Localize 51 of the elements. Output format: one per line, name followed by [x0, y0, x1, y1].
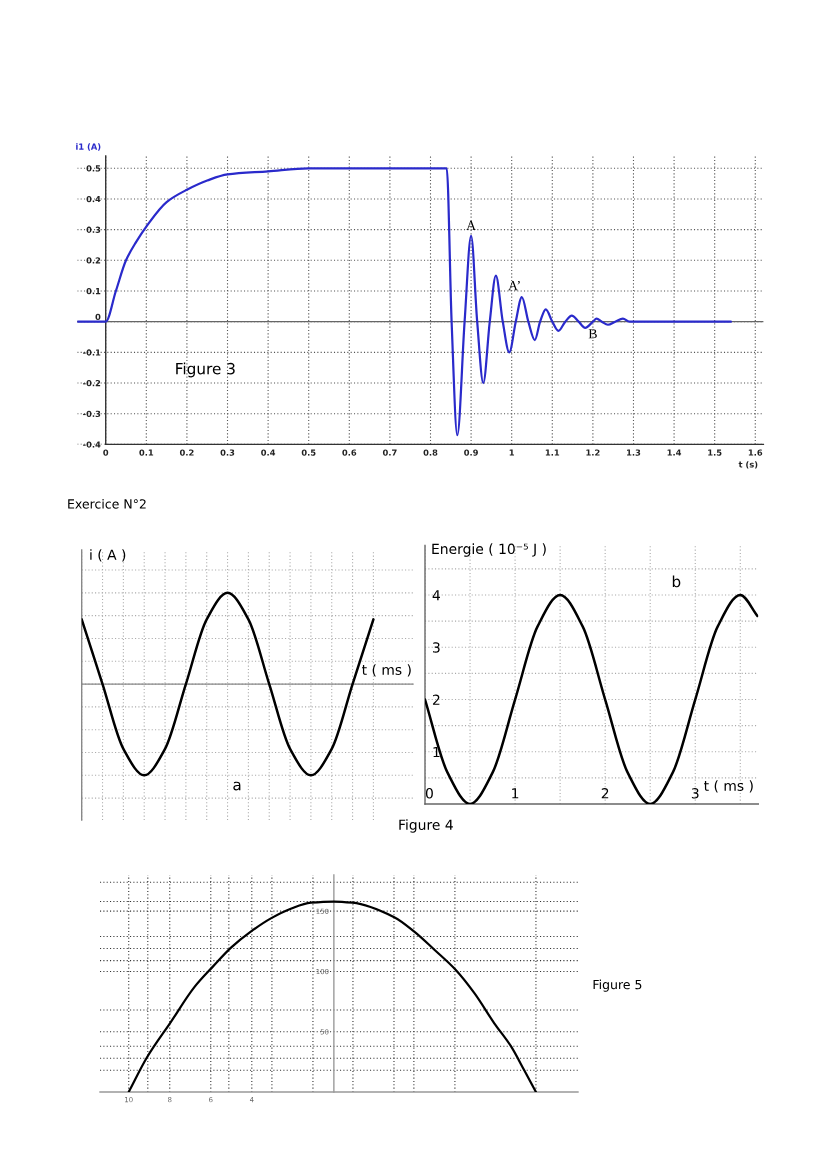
x-tick-label: 0.5: [301, 449, 316, 456]
caption: Figure 5: [593, 979, 642, 992]
x-tick-label: 1.3: [627, 449, 641, 456]
annotation: A: [466, 220, 477, 231]
y-tick-label: -0.1: [83, 349, 101, 356]
x-tick-label: 0.1: [139, 449, 154, 456]
y-tick-label: 0.4: [86, 195, 101, 203]
x-tick-label: 0.8: [423, 449, 438, 456]
annotation: b: [672, 575, 681, 588]
y-tick-label: 0.3: [86, 226, 101, 233]
annotation: Figure 3: [176, 362, 235, 378]
y-axis-title: i ( A ): [90, 549, 126, 562]
x-tick-label: 1.4: [667, 449, 682, 456]
x-tick-label: 0.4: [261, 449, 276, 456]
y-tick-label: 0.2: [86, 257, 101, 264]
y-tick-label: -0.4: [83, 441, 101, 448]
x-tick-label: 1.5: [708, 449, 722, 456]
x-tick-label: 0.3: [220, 449, 235, 456]
y-tick-label: 0: [95, 313, 101, 321]
caption: Figure 4: [399, 819, 453, 833]
x-tick-label: 1.1: [545, 449, 560, 456]
y-tick-label: -0.3: [83, 410, 101, 417]
y-axis-title: i1 (A): [76, 143, 101, 151]
x-tick-label: 1.6: [748, 449, 763, 456]
line-series: [127, 900, 538, 1092]
y-tick-label: 0.5: [86, 165, 101, 172]
x-tick-label: 1: [512, 788, 519, 799]
x-tick-label: 2: [601, 788, 609, 799]
x-axis-title: t ( ms ): [362, 664, 411, 677]
x-tick-label: 0.7: [382, 449, 397, 456]
y-tick-label: 4: [432, 590, 440, 601]
y-tick-label: 2: [432, 694, 440, 705]
x-axis-title: t (s): [738, 461, 758, 469]
x-tick-label: 0: [103, 449, 109, 456]
text: a: [233, 781, 241, 791]
annotation: A’: [508, 280, 520, 291]
y-axis-title: Energie ( 10⁻⁵ J ): [432, 543, 546, 557]
x-tick-label: 1: [509, 449, 515, 456]
x-tick-label: 1.2: [586, 449, 600, 456]
line-series: [77, 167, 733, 437]
x-tick-label: 0.2: [179, 449, 194, 456]
y-tick-label: 0.1: [86, 287, 101, 295]
x-tick-label: 3: [691, 788, 699, 799]
x-tick-label: 0: [425, 788, 433, 799]
annotation: B: [588, 329, 597, 339]
chart-title: Exercice N°2: [68, 498, 146, 509]
y-tick-label: -0.2: [83, 380, 101, 387]
x-axis-title: t ( ms ): [704, 780, 753, 793]
x-tick-label: 0.6: [342, 449, 357, 456]
x-tick-label: 0.9: [464, 449, 478, 456]
y-tick-label: 3: [433, 642, 440, 653]
